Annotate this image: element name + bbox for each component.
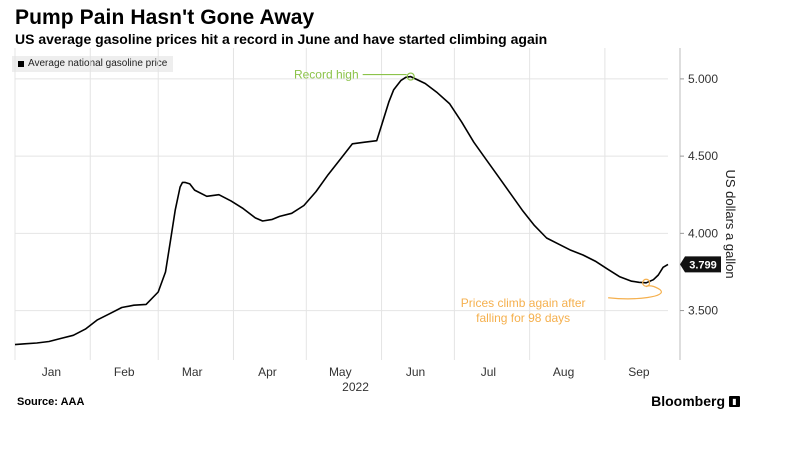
chart-subtitle: US average gasoline prices hit a record … [15, 31, 548, 47]
x-tick-label: Sep [628, 365, 650, 379]
record-high-marker [406, 72, 415, 81]
y-axis-title: US dollars a gallon [723, 169, 738, 278]
chart-title: Pump Pain Hasn't Gone Away [15, 6, 315, 29]
last-value-label: 3.799 [689, 259, 717, 271]
x-year-label: 2022 [342, 380, 369, 394]
y-tick-label: 3.500 [688, 304, 718, 318]
price-series-line [14, 75, 669, 346]
y-tick-label: 4.500 [688, 149, 718, 163]
source-note: Source: AAA [17, 396, 85, 408]
x-tick-label: Mar [182, 365, 203, 379]
record-high-label: Record high [294, 68, 359, 82]
x-tick-label: Jul [481, 365, 496, 379]
brand-name: Bloomberg [651, 393, 725, 409]
x-tick-label: Jan [42, 365, 61, 379]
x-tick-label: Aug [553, 365, 574, 379]
x-tick-label: May [329, 365, 352, 379]
price-climb-label-line1: Prices climb again after [461, 296, 586, 310]
bloomberg-terminal-icon: ▮ [729, 395, 740, 407]
y-tick-label: 4.000 [688, 226, 718, 240]
x-tick-label: Feb [114, 365, 135, 379]
y-tick-label: 5.000 [688, 72, 718, 86]
brand-logo: Bloomberg ▮ [651, 393, 740, 409]
price-climb-leader [608, 285, 662, 300]
legend-swatch [18, 60, 24, 67]
legend: Average national gasoline price [12, 56, 174, 72]
x-tick-label: Jun [406, 365, 425, 379]
legend-label: Average national gasoline price [28, 58, 168, 69]
price-climb-label-line2: falling for 98 days [476, 311, 570, 325]
last-value-badge [680, 256, 721, 273]
x-tick-label: Apr [258, 365, 277, 379]
